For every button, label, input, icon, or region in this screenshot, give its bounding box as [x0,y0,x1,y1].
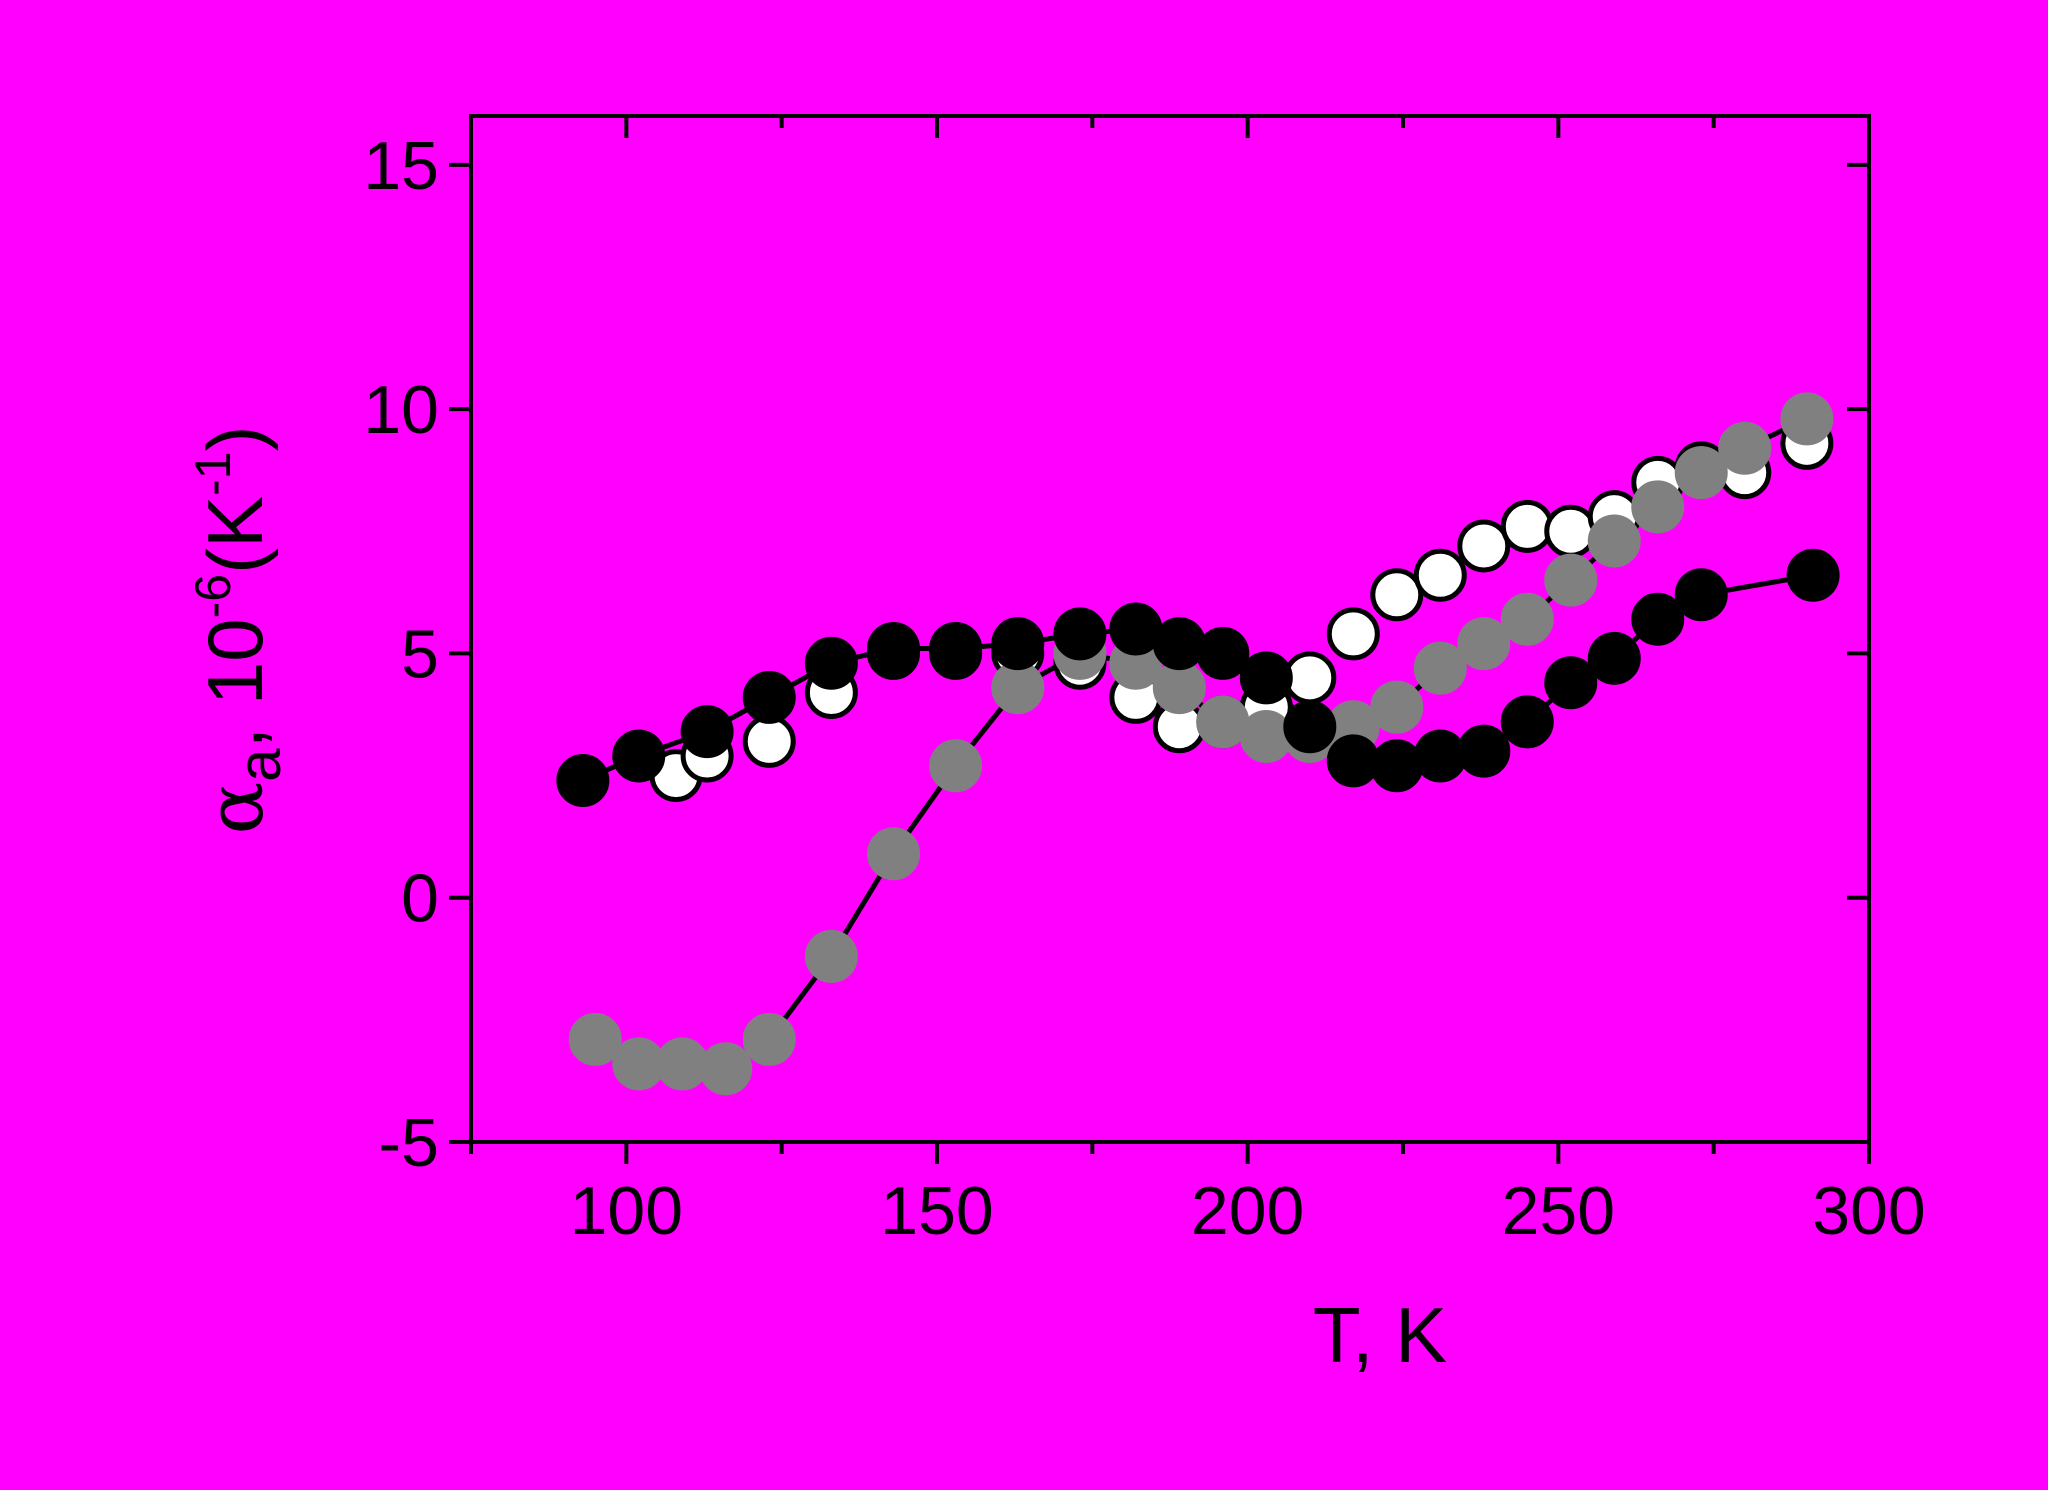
series-1-point [1370,568,1424,622]
y-label-unit-open: (K [191,496,279,574]
axis-ticks [449,116,1871,1164]
series-3-point [1370,739,1424,793]
series-3-point [1283,700,1337,754]
x-tick-labels: 100 150 200 250 300 [570,1173,1926,1249]
series-3-point [1544,656,1598,710]
series-2-point [742,1012,796,1066]
series-2-point [1780,392,1834,446]
x-tick-label: 250 [1502,1173,1615,1249]
y-label-alpha: α [191,782,281,835]
series-1-point [1413,548,1467,602]
series-3-point [867,622,921,676]
series-3-point [1500,695,1554,749]
series-3-point [804,636,858,690]
series-1-point [1457,519,1511,573]
series-3-point [680,705,734,759]
series-1-point [1500,499,1554,553]
series-2-point [1152,661,1206,715]
y-label-unit-exp: -1 [185,451,241,495]
x-tick-label: 150 [880,1173,993,1249]
series-2-point [929,739,983,793]
y-label-exp: -6 [185,574,241,618]
y-axis-label: αa, 10-6(K-1) [185,425,293,834]
series-3-point [1587,631,1641,685]
x-tick-label: 200 [1191,1173,1304,1249]
series-3-point [1239,651,1293,705]
y-tick-label: 0 [401,861,439,937]
y-label-sub: a [226,748,293,782]
series-3-point [556,753,610,807]
series-2-point [1457,617,1511,671]
series-3-point [1053,607,1107,661]
series-2-point [1587,514,1641,568]
series-2-point [867,827,921,881]
y-tick-labels: -5 0 5 10 15 [363,128,439,1181]
y-tick-label: 15 [363,128,439,204]
series-2-point [1500,592,1554,646]
series-2-point [1370,680,1424,734]
series-2-point [1413,641,1467,695]
series-1-point [1544,504,1598,558]
series-3-point [1786,548,1840,602]
y-label-unit-close: ) [191,425,279,451]
series-3-point [742,670,796,724]
series-3-point [1326,734,1380,788]
series-1-point [1326,607,1380,661]
series-3-point [1196,626,1250,680]
y-tick-label: 10 [363,372,439,448]
series-3-point [1413,729,1467,783]
series-2-point [1544,553,1598,607]
x-tick-label: 300 [1812,1173,1925,1249]
series-2-point [1631,480,1685,534]
series-2-point [568,1012,622,1066]
series-3-point [1457,724,1511,778]
series-3-point [1109,602,1163,656]
x-axis-label: T, K [1313,1291,1447,1379]
series-3-point [1631,592,1685,646]
series-2-point [655,1037,709,1091]
series-3-point [929,622,983,676]
y-tick-label: -5 [379,1105,439,1181]
plot-frame [469,114,1871,1144]
series-2-point [804,929,858,983]
y-label-mid: , 10 [191,618,279,748]
series-1-point [1283,651,1337,705]
series-3-point [612,729,666,783]
data-points [556,392,1840,1096]
x-tick-label: 100 [570,1173,683,1249]
series-2-point [699,1042,753,1096]
series-2-point [1196,695,1250,749]
series-2-point [1674,446,1728,500]
series-3-point [991,617,1045,671]
series-2-point [1239,709,1293,763]
series-2-point [991,661,1045,715]
series-2-point [1718,421,1772,475]
y-tick-label: 5 [401,616,439,692]
series-3-point [1152,617,1206,671]
series-2-point [612,1037,666,1091]
series-3-point [1674,568,1728,622]
series-1-point [742,714,796,768]
